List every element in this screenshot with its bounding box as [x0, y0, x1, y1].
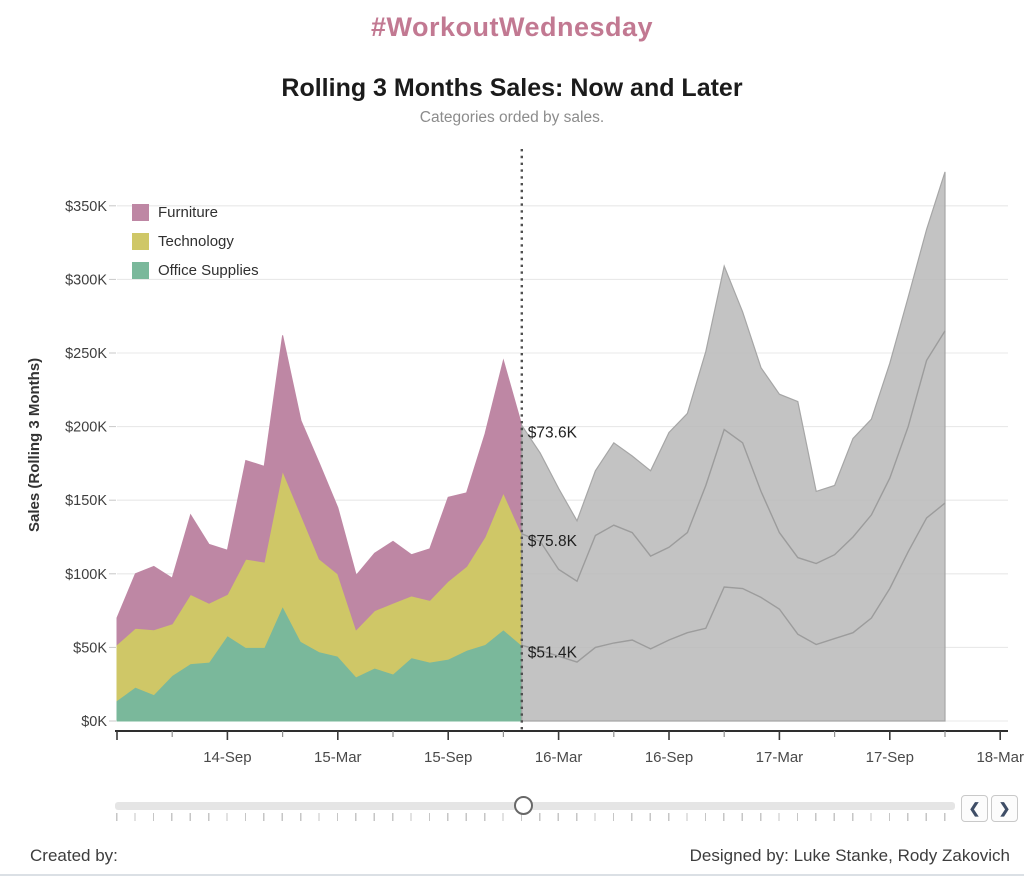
footer-designed-by: Designed by: Luke Stanke, Rody Zakovich — [689, 846, 1010, 865]
time-slider-ticks — [116, 813, 956, 821]
legend-label: Technology — [158, 233, 234, 250]
y-tick-label: $150K — [65, 493, 107, 509]
technology-swatch-icon — [132, 233, 149, 250]
x-tick-label: 14-Sep — [203, 749, 251, 766]
x-tick-label: 16-Mar — [535, 749, 583, 766]
chart-title: Rolling 3 Months Sales: Now and Later — [281, 74, 743, 102]
x-tick-label: 15-Sep — [424, 749, 472, 766]
chevron-left-icon: ❮ — [968, 800, 981, 816]
legend-item-furniture[interactable]: Furniture — [132, 198, 259, 227]
cut-value-label: $73.6K — [528, 424, 578, 441]
chevron-right-icon: ❯ — [998, 800, 1011, 816]
x-tick-label: 17-Sep — [866, 749, 914, 766]
prev-button[interactable]: ❮ — [961, 795, 988, 822]
next-button[interactable]: ❯ — [991, 795, 1018, 822]
future-office-supplies-boundary-line — [521, 502, 946, 663]
y-tick-label: $350K — [65, 199, 107, 215]
legend-label: Furniture — [158, 204, 219, 221]
cut-value-label: $75.8K — [528, 533, 578, 550]
time-slider-handle[interactable] — [514, 796, 533, 815]
legend: Furniture Technology Office Supplies — [132, 198, 259, 285]
y-tick-label: $100K — [65, 567, 107, 583]
y-tick-label: $300K — [65, 272, 107, 288]
y-tick-label: $200K — [65, 420, 107, 436]
footer-created-by: Created by: — [30, 846, 118, 865]
furniture-swatch-icon — [132, 204, 149, 221]
future-total-area[interactable] — [521, 171, 946, 722]
x-tick-label: 18-Mar — [976, 749, 1024, 766]
hashtag-title: #WorkoutWednesday — [370, 12, 654, 42]
x-tick-label: 17-Mar — [756, 749, 804, 766]
cut-value-label: $51.4K — [528, 644, 578, 661]
legend-item-office-supplies[interactable]: Office Supplies — [132, 256, 259, 285]
y-tick-label: $0K — [81, 714, 107, 730]
future-technology-boundary-line — [521, 330, 946, 583]
footer-divider — [0, 874, 1024, 876]
chart-subtitle: Categories orded by sales. — [419, 109, 605, 126]
legend-label: Office Supplies — [158, 262, 259, 279]
legend-item-technology[interactable]: Technology — [132, 227, 259, 256]
x-tick-label: 16-Sep — [645, 749, 693, 766]
x-tick-label: 15-Mar — [314, 749, 362, 766]
y-tick-label: $50K — [73, 640, 107, 656]
sales-area-chart[interactable]: $0K $50K $100K $150K $200K $250K $300K $350K 14-… — [0, 0, 1024, 790]
time-slider-track[interactable] — [115, 802, 955, 810]
office-supplies-swatch-icon — [132, 262, 149, 279]
y-tick-label: $250K — [65, 346, 107, 362]
